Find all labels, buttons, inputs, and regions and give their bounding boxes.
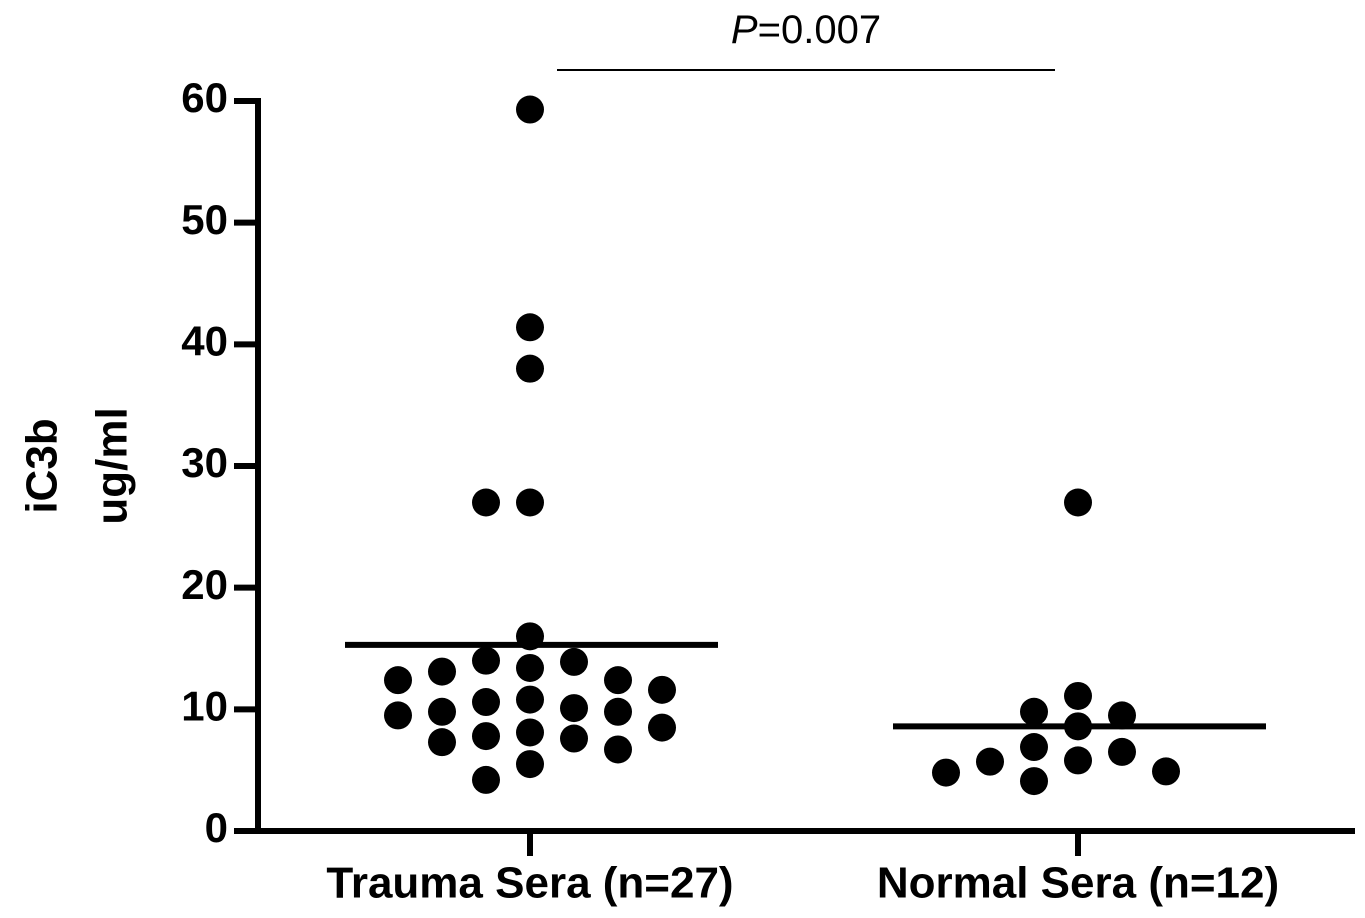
data-point bbox=[604, 697, 632, 726]
data-point bbox=[1064, 746, 1092, 775]
data-point bbox=[516, 488, 544, 517]
y-axis-label: ug/ml bbox=[88, 407, 137, 524]
y-tick-label: 20 bbox=[181, 561, 228, 608]
y-tick-label: 0 bbox=[205, 804, 228, 851]
data-point bbox=[560, 724, 588, 753]
y-tick-label: 60 bbox=[181, 74, 228, 121]
data-point bbox=[560, 647, 588, 676]
data-point bbox=[516, 750, 544, 779]
data-point bbox=[648, 675, 676, 704]
y-tick-label: 40 bbox=[181, 317, 228, 364]
y-tick-label: 30 bbox=[181, 439, 228, 486]
data-point bbox=[472, 765, 500, 794]
data-point bbox=[1020, 733, 1048, 762]
y-tick-label: 50 bbox=[181, 196, 228, 243]
data-point bbox=[604, 666, 632, 695]
data-point bbox=[976, 747, 1004, 776]
y-tick-label: 10 bbox=[181, 682, 228, 729]
data-point bbox=[384, 666, 412, 695]
data-point bbox=[1020, 767, 1048, 796]
data-point bbox=[472, 722, 500, 751]
data-point bbox=[516, 313, 544, 342]
data-point bbox=[516, 653, 544, 682]
data-point bbox=[1064, 488, 1092, 517]
data-point bbox=[472, 646, 500, 675]
data-point bbox=[932, 758, 960, 787]
data-point bbox=[516, 685, 544, 714]
data-point bbox=[1020, 697, 1048, 726]
y-axis-label: iC3b bbox=[18, 418, 67, 513]
data-point bbox=[428, 657, 456, 686]
p-value-annotation: P=0.007 bbox=[731, 8, 881, 52]
data-point bbox=[1152, 757, 1180, 786]
data-point bbox=[472, 488, 500, 517]
data-point bbox=[1064, 681, 1092, 710]
data-point bbox=[428, 728, 456, 757]
data-point bbox=[384, 701, 412, 730]
data-point bbox=[516, 95, 544, 124]
data-point bbox=[648, 713, 676, 742]
data-point bbox=[1108, 737, 1136, 766]
data-point bbox=[472, 688, 500, 717]
data-point bbox=[428, 697, 456, 726]
x-tick-label: Trauma Sera (n=27) bbox=[326, 859, 733, 908]
data-point bbox=[516, 354, 544, 383]
data-point bbox=[604, 735, 632, 764]
x-tick-label: Normal Sera (n=12) bbox=[877, 859, 1279, 908]
data-point bbox=[560, 694, 588, 723]
data-point bbox=[1108, 701, 1136, 730]
data-point bbox=[516, 718, 544, 747]
